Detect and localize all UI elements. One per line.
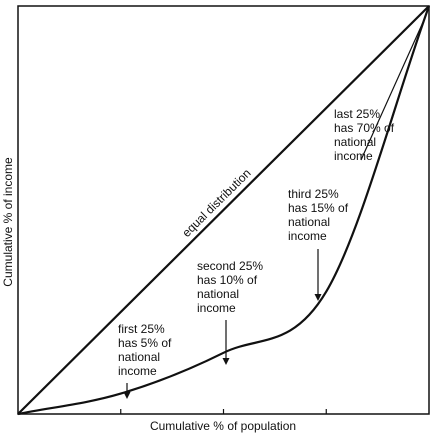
lorenz-curve <box>17 5 431 416</box>
x-axis-label: Cumulative % of population <box>150 419 296 433</box>
annotation-text: first 25% has 5% of national income <box>118 322 172 378</box>
annotation-arrowhead <box>314 294 322 301</box>
annotation-arrow-line <box>360 19 425 161</box>
annotation: last 25% has 70% of national income <box>334 19 425 163</box>
annotation-arrowhead <box>222 358 230 365</box>
annotation: second 25% has 10% of national income <box>197 259 263 365</box>
series-group: equal distribution <box>17 5 431 416</box>
annotations-group: first 25% has 5% of national income second 2… <box>118 19 425 399</box>
annotation-arrowhead <box>123 392 131 399</box>
x-axis-ticks <box>120 409 327 414</box>
annotation: first 25% has 5% of national income <box>118 322 172 399</box>
annotation-text: third 25% has 15% of national income <box>288 187 349 243</box>
equal-distribution-label: equal distribution <box>179 166 253 240</box>
equal-distribution-line <box>17 5 430 415</box>
y-axis-label: Cumulative % of income <box>1 157 15 287</box>
annotation-text: last 25% has 70% of national income <box>334 107 395 163</box>
annotation: third 25% has 15% of national income <box>288 187 349 301</box>
annotation-text: second 25% has 10% of national income <box>197 259 263 315</box>
